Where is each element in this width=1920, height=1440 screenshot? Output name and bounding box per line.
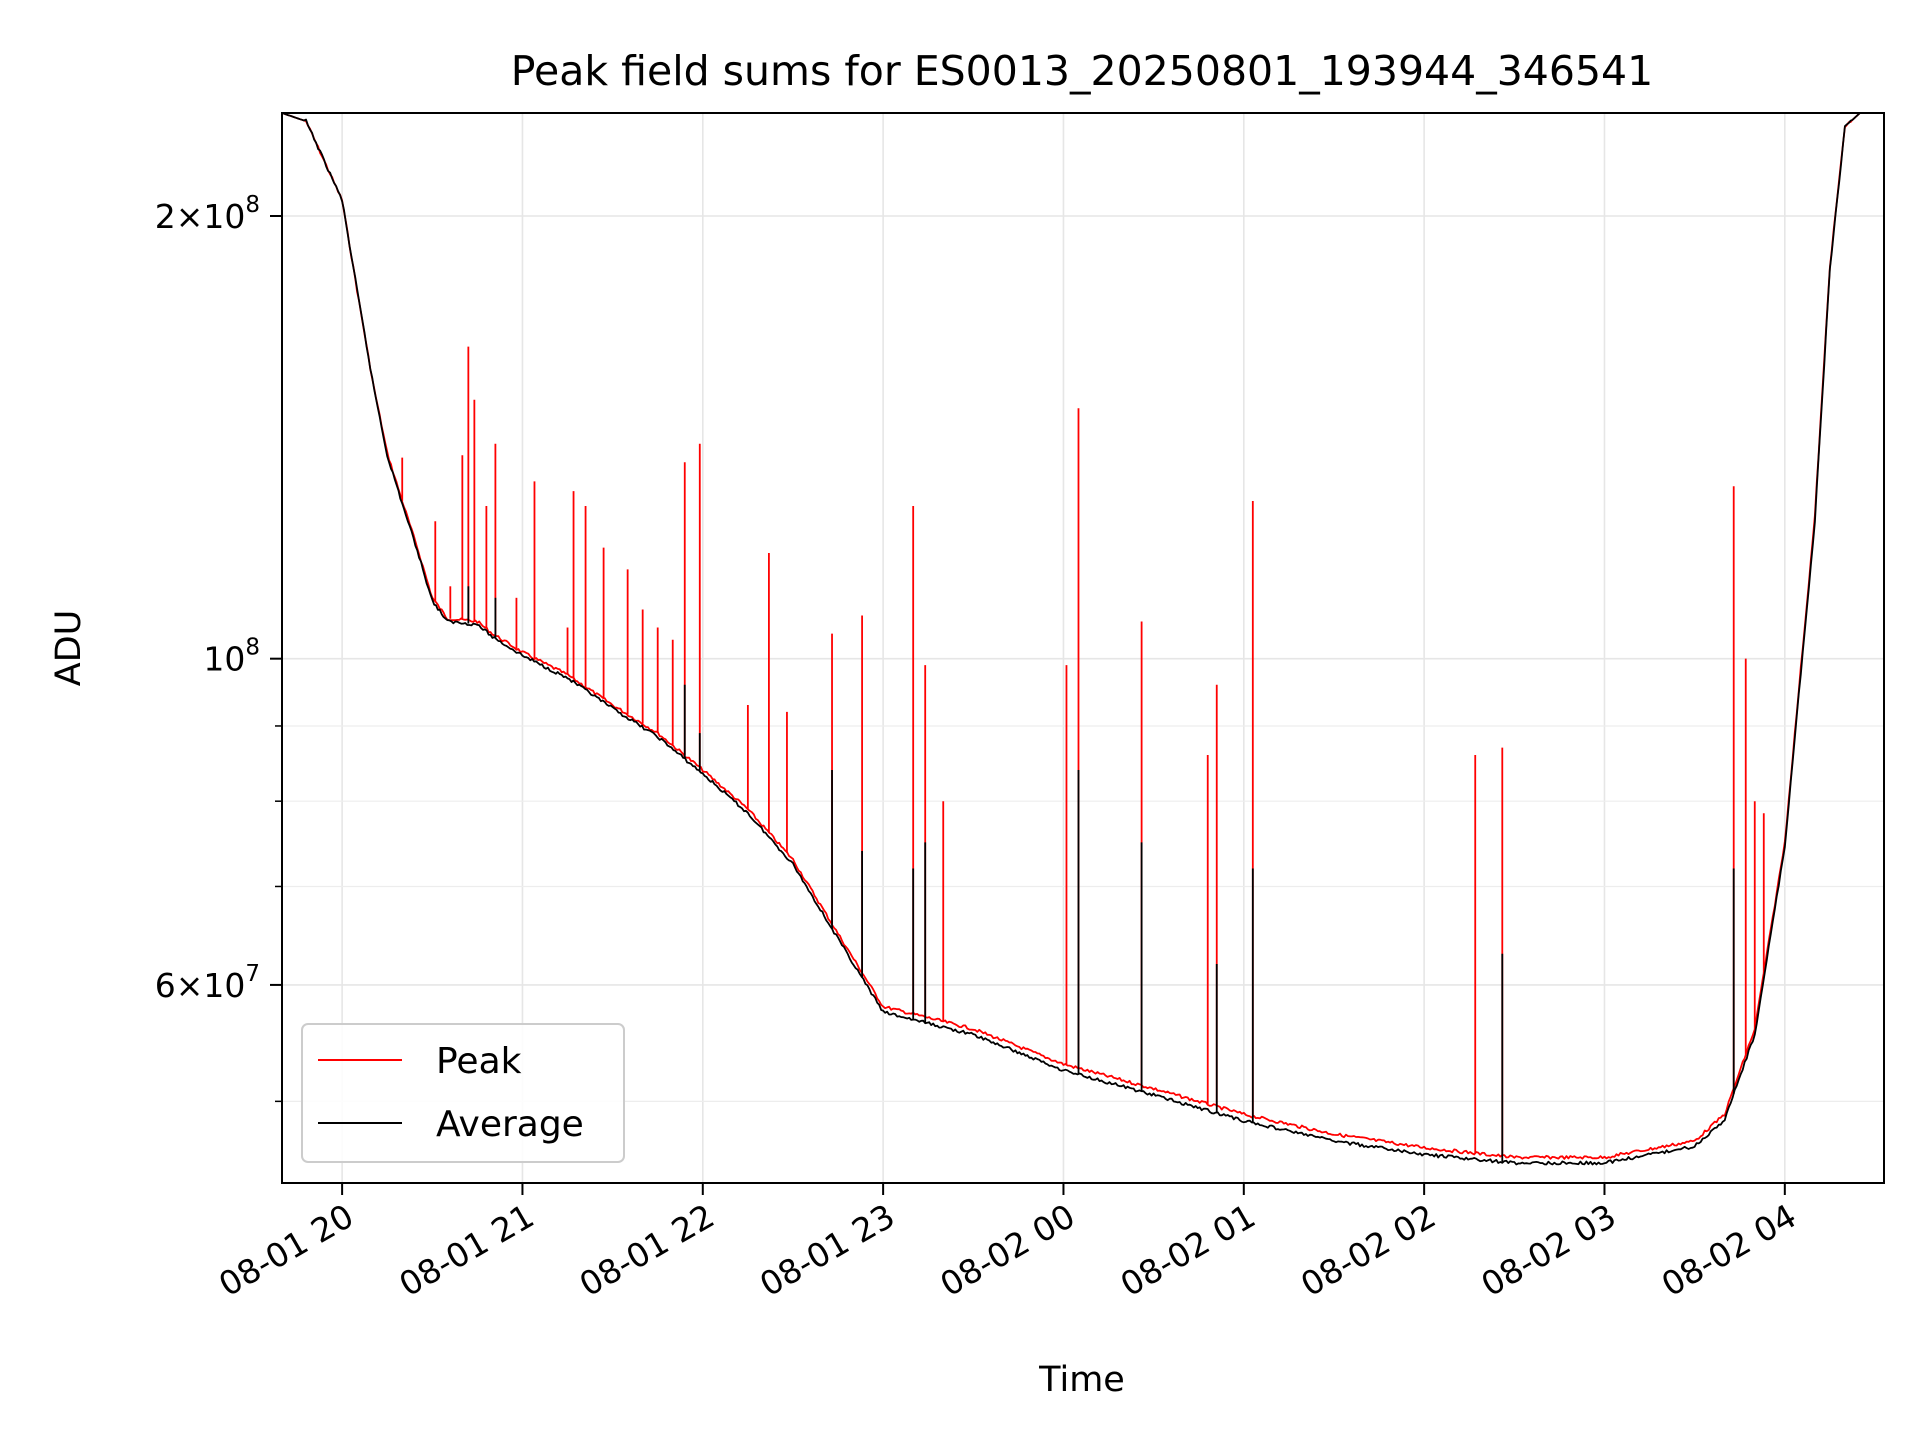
legend-label-peak: Peak — [436, 1041, 522, 1082]
chart-title: Peak field sums for ES0013_20250801_1939… — [511, 47, 1653, 95]
series-line-peak — [282, 113, 1884, 1160]
y-axis: 2×108 108 6×107 — [155, 192, 282, 1103]
series-average — [282, 113, 1884, 1166]
y-tick-label: 108 — [203, 635, 260, 679]
plot-frame — [281, 112, 1885, 1184]
grid-lines — [282, 113, 1884, 1183]
legend-box — [301, 1023, 625, 1163]
series-line-average — [282, 113, 1884, 1166]
legend-label-average: Average — [436, 1104, 584, 1145]
legend: Peak Average — [301, 1023, 625, 1163]
y-tick-label: 6×107 — [155, 961, 260, 1005]
y-axis-label: ADU — [49, 610, 89, 687]
x-axis-label: Time — [1038, 1360, 1125, 1400]
series-layer — [282, 113, 1884, 1166]
y-tick-label: 2×108 — [155, 192, 260, 236]
